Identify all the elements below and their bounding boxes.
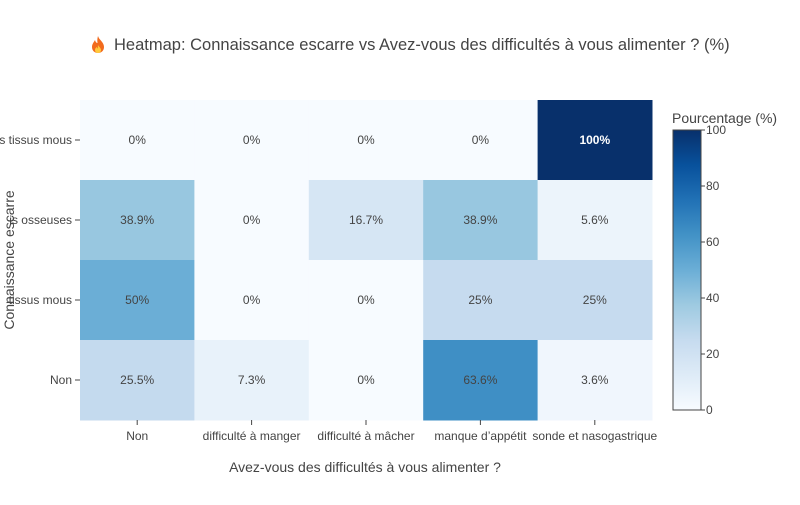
x-tick-label: Non (126, 429, 148, 443)
heatmap-cell (537, 100, 653, 181)
colorbar-gradient (672, 129, 702, 411)
heatmap-cell-label: 0% (472, 133, 490, 147)
heatmap-cell (308, 260, 424, 341)
heatmap-cell (80, 180, 195, 261)
heatmap-cell (423, 180, 539, 261)
heatmap-cell-label: 25% (468, 293, 492, 307)
heatmap-cell (194, 100, 310, 181)
heatmap-cell-label: 0% (357, 373, 375, 387)
heatmap-cell (308, 180, 424, 261)
fire-icon (92, 36, 104, 53)
heatmap-cell-label: 16.7% (349, 213, 383, 227)
heatmap-cell-label: 0% (243, 133, 261, 147)
heatmap-cell (423, 260, 539, 341)
heatmap-cell-labels: 0% 0% 0% 0% 100% 38.9% 0% 16.7% 38.9% 5.6% 50% 0% 0%… (120, 133, 610, 387)
heatmap-cell-label: 0% (243, 293, 261, 307)
y-tick-label: s tissus mous (0, 133, 72, 147)
heatmap-cell (194, 260, 310, 341)
y-tick-label: is osseuses (9, 213, 72, 227)
heatmap-cell-label: 25% (583, 293, 607, 307)
colorbar-tick-label: 60 (706, 235, 720, 249)
heatmap-cell (537, 340, 653, 421)
colorbar-tick-label: 80 (706, 179, 720, 193)
colorbar-tick-label: 100 (706, 123, 726, 137)
heatmap-cell (80, 260, 195, 341)
heatmap-cell-label: 3.6% (581, 373, 609, 387)
heatmap-cell-label: 100% (579, 133, 610, 147)
heatmap-cell-label: 38.9% (120, 213, 154, 227)
x-tick-label: difficulté à mâcher (317, 429, 414, 443)
chart-title-group: Heatmap: Connaissance escarre vs Avez-vo… (92, 36, 730, 54)
colorbar-title: Pourcentage (%) (672, 110, 777, 126)
heatmap-cell (80, 100, 195, 181)
heatmap-cell-label: 0% (357, 133, 375, 147)
y-tick-label: Non (50, 373, 72, 387)
colorbar: Pourcentage (%) 0 20 40 60 80 100 (672, 110, 777, 417)
colorbar-tick-label: 0 (706, 403, 713, 417)
heatmap-cell (423, 100, 539, 181)
y-axis-title: Connaissance escarre (1, 190, 17, 330)
heatmap-cells (80, 100, 653, 421)
colorbar-ticks: 0 20 40 60 80 100 (701, 123, 726, 417)
heatmap-cell-label: 50% (125, 293, 149, 307)
chart-title: Heatmap: Connaissance escarre vs Avez-vo… (114, 36, 730, 54)
heatmap-cell (308, 100, 424, 181)
heatmap-cell-label: 5.6% (581, 213, 609, 227)
heatmap-cell (308, 340, 424, 421)
colorbar-tick-label: 20 (706, 347, 720, 361)
x-axis-title: Avez-vous des difficultés à vous aliment… (229, 459, 501, 475)
heatmap-cell-label: 63.6% (463, 373, 497, 387)
heatmap-cell-label: 38.9% (463, 213, 497, 227)
colorbar-tick-label: 40 (706, 291, 720, 305)
x-tick-label: sonde et nasogastrique (532, 429, 657, 443)
heatmap-cell-label: 0% (243, 213, 261, 227)
heatmap-cell (423, 340, 539, 421)
y-tick-label: tissus mous (9, 293, 72, 307)
y-axis-ticks: s tissus mous is osseuses tissus mous Non (0, 133, 80, 387)
x-tick-label: difficulté à manger (203, 429, 301, 443)
heatmap-cell (80, 340, 195, 421)
heatmap-cell-label: 0% (357, 293, 375, 307)
heatmap-cell (537, 180, 653, 261)
x-tick-label: manque d’appétit (434, 429, 527, 443)
heatmap-cell (194, 180, 310, 261)
heatmap-cell-label: 7.3% (238, 373, 266, 387)
heatmap-cell (194, 340, 310, 421)
heatmap-cell (537, 260, 653, 341)
heatmap-cell-label: 25.5% (120, 373, 154, 387)
heatmap-cell-label: 0% (129, 133, 147, 147)
x-axis-ticks: Non difficulté à manger difficulté à mâche… (126, 420, 658, 443)
